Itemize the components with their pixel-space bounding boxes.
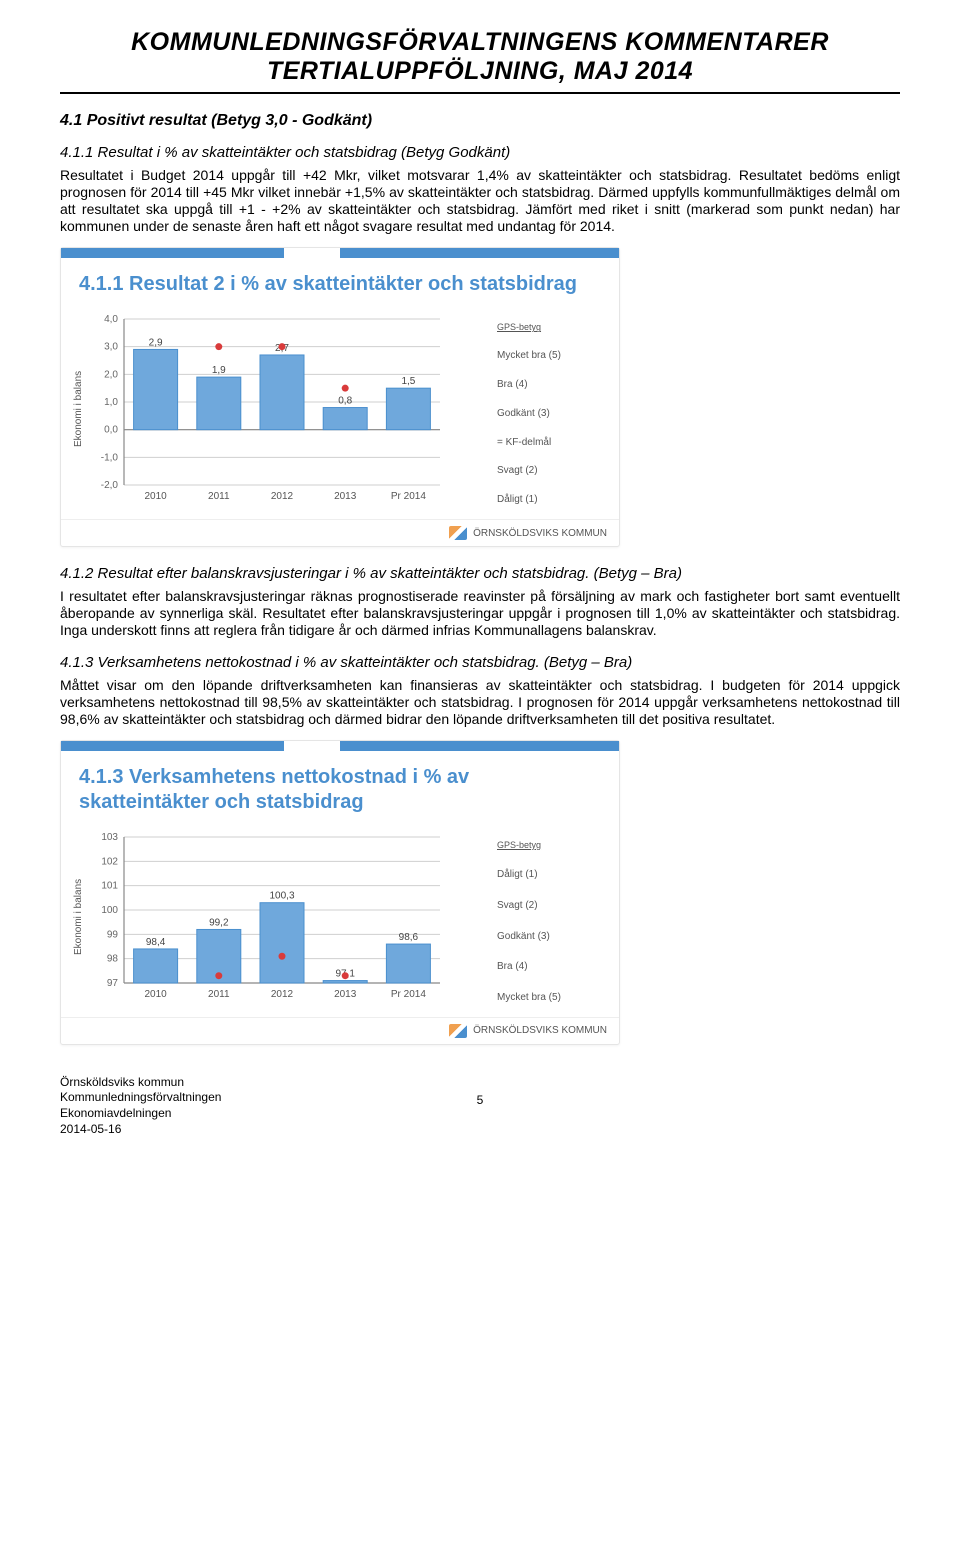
svg-text:2011: 2011 bbox=[208, 491, 230, 502]
chart-4-1-1-card: 4.1.1 Resultat 2 i % av skatteintäkter o… bbox=[60, 247, 620, 547]
svg-text:2010: 2010 bbox=[144, 989, 167, 1000]
chart-4-1-3-yaxis-label: Ekonomi i balans bbox=[71, 827, 86, 1007]
svg-text:101: 101 bbox=[101, 880, 118, 891]
chart-4-1-1-title: 4.1.1 Resultat 2 i % av skatteintäkter o… bbox=[61, 258, 619, 301]
chart-4-1-3-legend: GPS-betygDåligt (1)Svagt (2)Godkänt (3)B… bbox=[489, 827, 609, 1007]
svg-text:0,0: 0,0 bbox=[104, 425, 118, 436]
chart-4-1-1-plot: -2,0-1,00,01,02,03,04,02,920101,920112,7… bbox=[86, 309, 489, 509]
svg-text:2013: 2013 bbox=[334, 989, 357, 1000]
chart-footer-label: ÖRNSKÖLDSVIKS KOMMUN bbox=[473, 528, 607, 539]
svg-text:2012: 2012 bbox=[271, 491, 294, 502]
svg-text:2010: 2010 bbox=[144, 491, 167, 502]
svg-text:2013: 2013 bbox=[334, 491, 357, 502]
svg-text:-1,0: -1,0 bbox=[101, 453, 119, 464]
svg-text:0,8: 0,8 bbox=[338, 396, 352, 407]
page-title-block: KOMMUNLEDNINGSFÖRVALTNINGENS KOMMENTARER… bbox=[60, 28, 900, 94]
chart-4-1-1-footer: ÖRNSKÖLDSVIKS KOMMUN bbox=[61, 519, 619, 546]
chart-4-1-1-legend: GPS-betygMycket bra (5)Bra (4)Godkänt (3… bbox=[489, 309, 609, 509]
svg-text:1,9: 1,9 bbox=[212, 365, 226, 376]
chart-4-1-3-footer: ÖRNSKÖLDSVIKS KOMMUN bbox=[61, 1017, 619, 1044]
svg-text:-2,0: -2,0 bbox=[101, 480, 119, 491]
svg-text:100,3: 100,3 bbox=[269, 890, 294, 901]
section-4-1-2-title: 4.1.2 Resultat efter balanskravsjusterin… bbox=[60, 565, 900, 582]
page-title-line1: KOMMUNLEDNINGSFÖRVALTNINGENS KOMMENTARER bbox=[60, 28, 900, 57]
svg-text:102: 102 bbox=[101, 856, 118, 867]
svg-text:100: 100 bbox=[101, 905, 118, 916]
svg-text:4,0: 4,0 bbox=[104, 314, 118, 325]
svg-text:2012: 2012 bbox=[271, 989, 294, 1000]
svg-text:1,0: 1,0 bbox=[104, 397, 118, 408]
chart-4-1-3-title: 4.1.3 Verksamhetens nettokostnad i % av … bbox=[61, 751, 619, 819]
chart-4-1-1-yaxis-label: Ekonomi i balans bbox=[71, 309, 86, 509]
svg-text:98: 98 bbox=[107, 953, 119, 964]
footer-org: Örnsköldsviks kommun bbox=[60, 1075, 900, 1091]
svg-text:2011: 2011 bbox=[208, 989, 230, 1000]
svg-text:98,4: 98,4 bbox=[146, 937, 166, 948]
section-4-1-1-title: 4.1.1 Resultat i % av skatteintäkter och… bbox=[60, 144, 900, 161]
svg-text:3,0: 3,0 bbox=[104, 342, 118, 353]
chart-4-1-3-plot: 97 98 99 100 101 102 103 98,4 2010 99,2 2011 100,3 2… bbox=[86, 827, 489, 1007]
chart-topbar-decor bbox=[61, 248, 619, 258]
chart-topbar-decor bbox=[61, 741, 619, 751]
section-4-1-2-body: I resultatet efter balanskravsjusteringa… bbox=[60, 588, 900, 639]
svg-text:103: 103 bbox=[101, 832, 118, 843]
page-footer: Örnsköldsviks kommun Kommunledningsförva… bbox=[60, 1075, 900, 1109]
section-4-1-3-body: Måttet visar om den löpande driftverksam… bbox=[60, 677, 900, 728]
section-4-1-title: 4.1 Positivt resultat (Betyg 3,0 - Godkä… bbox=[60, 112, 900, 130]
chart-footer-label: ÖRNSKÖLDSVIKS KOMMUN bbox=[473, 1025, 607, 1036]
kommun-logo-icon bbox=[449, 526, 467, 540]
section-4-1-1-body: Resultatet i Budget 2014 uppgår till +42… bbox=[60, 167, 900, 235]
svg-text:99,2: 99,2 bbox=[209, 917, 229, 928]
section-4-1-3-title: 4.1.3 Verksamhetens nettokostnad i % av … bbox=[60, 654, 900, 671]
page-title-line2: TERTIALUPPFÖLJNING, MAJ 2014 bbox=[60, 57, 900, 86]
svg-text:Pr 2014: Pr 2014 bbox=[391, 491, 426, 502]
svg-text:99: 99 bbox=[107, 929, 119, 940]
svg-text:2,9: 2,9 bbox=[149, 338, 163, 349]
svg-text:97: 97 bbox=[107, 978, 119, 989]
footer-date: 2014-05-16 bbox=[60, 1122, 900, 1138]
svg-text:1,5: 1,5 bbox=[401, 376, 415, 387]
chart-4-1-3-card: 4.1.3 Verksamhetens nettokostnad i % av … bbox=[60, 740, 620, 1045]
kommun-logo-icon bbox=[449, 1024, 467, 1038]
svg-text:98,6: 98,6 bbox=[399, 932, 419, 943]
svg-text:Pr 2014: Pr 2014 bbox=[391, 989, 426, 1000]
svg-text:2,0: 2,0 bbox=[104, 370, 118, 381]
